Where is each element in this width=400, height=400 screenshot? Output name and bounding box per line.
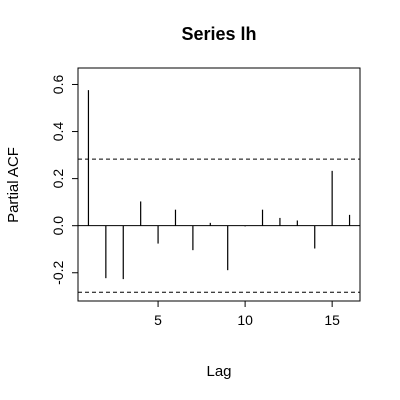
y-tick-label-3: 0.4 [50,122,66,142]
y-tick-label-0: -0.2 [50,260,66,284]
pacf-bars [87,90,351,280]
y-tick-label-2: 0.2 [50,169,66,189]
y-tick-label-1: 0.0 [50,216,66,236]
x-axis: 5 10 15 [154,300,340,328]
x-tick-label-10: 10 [237,312,253,328]
y-tick-label-4: 0.6 [50,75,66,95]
plot-area-frame [77,67,361,302]
x-tick-label-5: 5 [154,312,162,328]
chart-title: Series lh [181,24,256,44]
x-axis-label: Lag [206,363,231,380]
confidence-bounds [78,158,360,293]
x-tick-label-15: 15 [324,312,340,328]
y-axis: -0.2 0.0 0.2 0.4 0.6 [50,75,79,285]
y-axis-label: Partial ACF [5,147,22,223]
